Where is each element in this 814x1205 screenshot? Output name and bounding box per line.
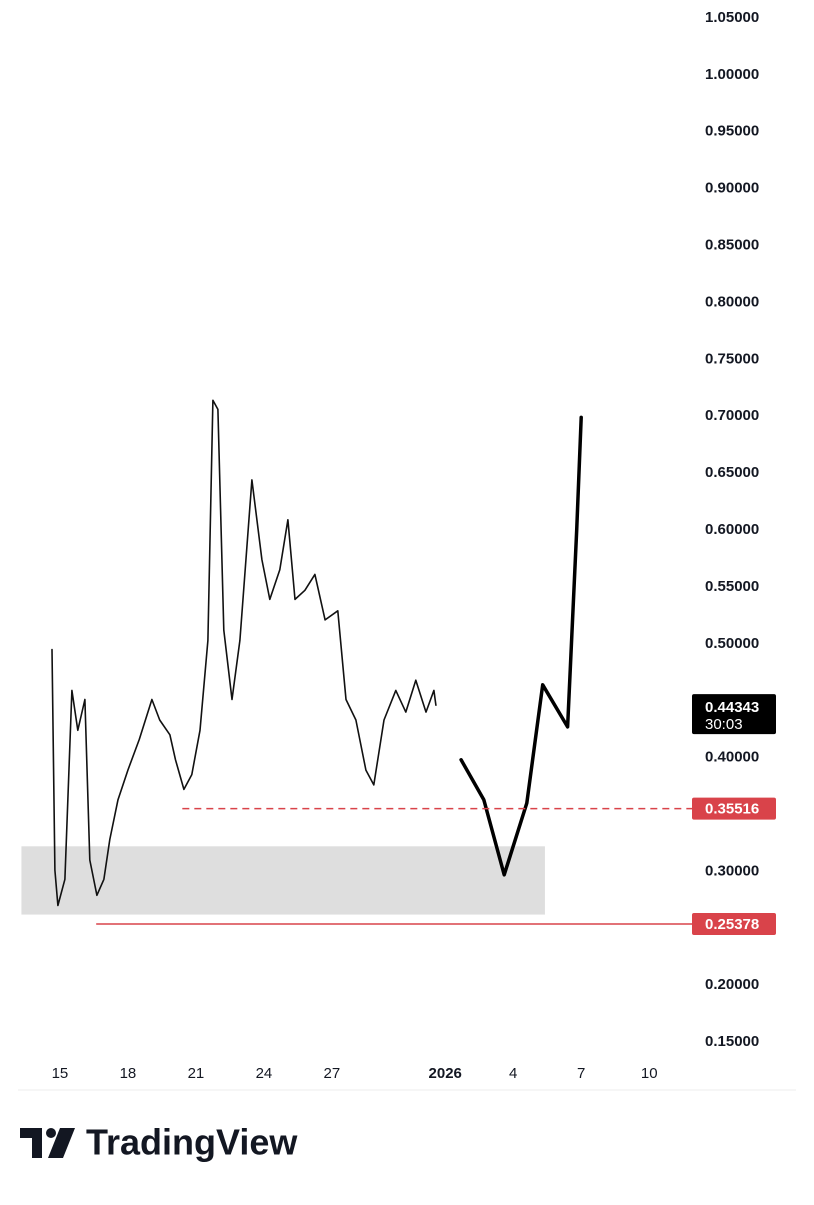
y-tick-label: 0.95000 [705,123,759,140]
logo-slash [48,1128,75,1158]
x-tick-label: 18 [120,1065,137,1082]
price-level-label: 0.25378 [705,916,759,933]
last-price-tag [692,694,776,735]
x-tick-label: 10 [641,1065,658,1082]
logo-mark [20,1128,42,1158]
x-tick-label: 4 [509,1065,517,1082]
x-tick-label: 21 [188,1065,205,1082]
y-tick-label: 0.90000 [705,180,759,197]
price-level-tag [692,912,776,935]
support-zone [21,846,545,915]
x-tick-label: 7 [577,1065,585,1082]
y-tick-label: 0.70000 [705,407,759,424]
y-tick-label: 1.00000 [705,66,759,83]
price-line [51,399,437,907]
y-tick-label: 1.05000 [705,9,759,26]
logo-dot [46,1128,56,1138]
y-tick-label: 0.85000 [705,237,759,254]
x-tick-label: 24 [256,1065,273,1082]
y-tick-label: 0.60000 [705,521,759,538]
x-tick-label: 27 [324,1065,341,1082]
countdown-label: 30:03 [705,716,743,733]
price-level-tag [692,797,776,820]
projection-line [459,415,583,877]
y-tick-label: 0.75000 [705,350,759,367]
brand-logo: TradingView [20,1122,298,1163]
x-tick-label: 15 [52,1065,69,1082]
x-tick-label: 2026 [429,1065,462,1082]
y-tick-label: 0.15000 [705,1033,759,1050]
y-tick-label: 0.20000 [705,976,759,993]
y-tick-label: 0.65000 [705,464,759,481]
y-tick-label: 0.55000 [705,578,759,595]
brand-name: TradingView [86,1122,298,1163]
last-price-label: 0.44343 [705,699,759,716]
price-level-label: 0.35516 [705,801,759,818]
y-tick-label: 0.30000 [705,862,759,879]
y-tick-label: 0.40000 [705,749,759,766]
y-tick-label: 0.80000 [705,293,759,310]
y-tick-label: 0.50000 [705,635,759,652]
